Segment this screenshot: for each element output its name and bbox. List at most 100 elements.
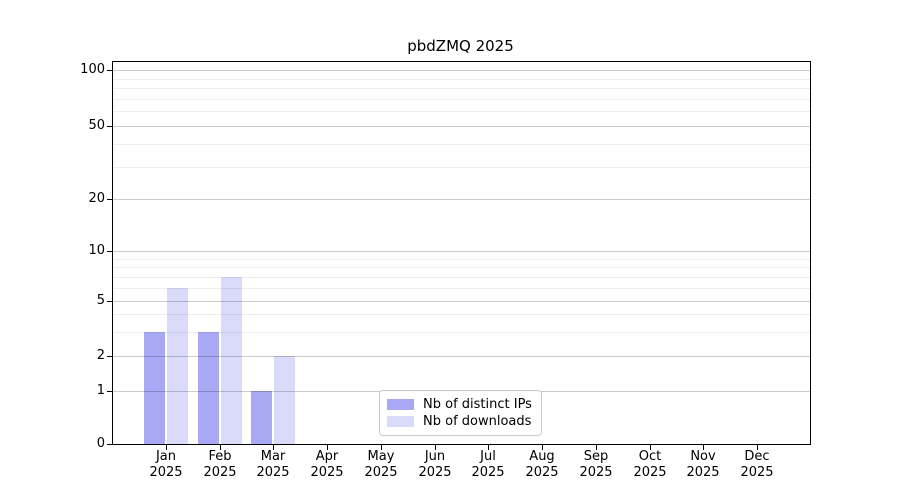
legend-item-downloads: Nb of downloads	[387, 414, 534, 430]
x-tick-label: Sep 2025	[564, 449, 628, 481]
legend-label-distinct-ips: Nb of distinct IPs	[423, 396, 532, 412]
x-tick-year: 2025	[525, 465, 559, 480]
x-tick-month: May	[367, 449, 395, 464]
y-tick-label: 10	[88, 243, 105, 258]
x-tick-mark	[757, 445, 758, 450]
gridline-major	[113, 70, 810, 71]
x-tick-year: 2025	[256, 465, 290, 480]
gridline-minor	[113, 79, 810, 80]
bar-distinct-ips-feb	[198, 332, 219, 444]
y-tick-label: 2	[96, 348, 105, 363]
x-tick-year: 2025	[740, 465, 774, 480]
x-tick-label: Aug 2025	[510, 449, 574, 481]
x-tick-month: Aug	[529, 449, 555, 464]
x-tick-month: Apr	[315, 449, 339, 464]
x-tick-mark	[327, 445, 328, 450]
x-tick-mark	[166, 445, 167, 450]
x-tick-mark	[703, 445, 704, 450]
gridline-minor	[113, 332, 810, 333]
x-tick-label: Jun 2025	[403, 449, 467, 481]
gridline-minor	[113, 314, 810, 315]
x-tick-month: Jul	[480, 449, 496, 464]
x-tick-month: Feb	[208, 449, 232, 464]
x-tick-month: Mar	[260, 449, 286, 464]
x-tick-year: 2025	[471, 465, 505, 480]
gridline-minor	[113, 111, 810, 112]
x-tick-year: 2025	[686, 465, 720, 480]
x-tick-mark	[650, 445, 651, 450]
chart-title: pbdZMQ 2025	[407, 37, 514, 55]
y-tick-label: 50	[88, 118, 105, 133]
bars-layer	[113, 62, 810, 444]
y-tick-label: 1	[96, 383, 105, 398]
x-tick-mark	[488, 445, 489, 450]
x-tick-mark	[596, 445, 597, 450]
y-tick-mark	[107, 391, 112, 392]
y-tick-label: 20	[88, 191, 105, 206]
gridline-major	[113, 301, 810, 302]
y-tick-mark	[107, 301, 112, 302]
gridline-minor	[113, 144, 810, 145]
x-tick-month: Dec	[744, 449, 770, 464]
legend: Nb of distinct IPs Nb of downloads	[379, 390, 542, 436]
legend-swatch-distinct-ips	[387, 399, 414, 410]
plot-area	[112, 61, 811, 445]
x-tick-label: Feb 2025	[188, 449, 252, 481]
gridline-major	[113, 356, 810, 357]
y-tick-mark	[107, 199, 112, 200]
x-tick-label: Apr 2025	[295, 449, 359, 481]
x-tick-label: Mar 2025	[241, 449, 305, 481]
x-tick-label: Nov 2025	[671, 449, 735, 481]
y-tick-mark	[107, 251, 112, 252]
x-tick-year: 2025	[149, 465, 183, 480]
bar-distinct-ips-mar	[251, 391, 272, 444]
y-tick-label: 5	[96, 293, 105, 308]
x-tick-mark	[220, 445, 221, 450]
x-tick-month: Oct	[638, 449, 662, 464]
y-tick-label: 0	[96, 436, 105, 451]
legend-swatch-downloads	[387, 416, 414, 427]
x-tick-mark	[435, 445, 436, 450]
x-tick-year: 2025	[418, 465, 452, 480]
x-tick-mark	[381, 445, 382, 450]
x-tick-label: Jan 2025	[134, 449, 198, 481]
x-tick-label: Oct 2025	[618, 449, 682, 481]
x-tick-label: May 2025	[349, 449, 413, 481]
x-tick-month: Sep	[583, 449, 609, 464]
x-tick-year: 2025	[364, 465, 398, 480]
bar-distinct-ips-jan	[144, 332, 165, 444]
legend-label-downloads: Nb of downloads	[423, 413, 532, 429]
gridlines-layer	[113, 62, 810, 444]
x-tick-month: Nov	[690, 449, 716, 464]
x-tick-label: Dec 2025	[725, 449, 789, 481]
y-tick-mark	[107, 70, 112, 71]
gridline-minor	[113, 288, 810, 289]
gridline-minor	[113, 259, 810, 260]
gridline-minor	[113, 167, 810, 168]
legend-item-distinct-ips: Nb of distinct IPs	[387, 397, 534, 413]
gridline-minor	[113, 267, 810, 268]
gridline-minor	[113, 88, 810, 89]
gridline-major	[113, 126, 810, 127]
y-tick-mark	[107, 126, 112, 127]
bar-downloads-jan	[167, 288, 188, 444]
x-tick-year: 2025	[579, 465, 613, 480]
x-tick-month: Jun	[424, 449, 446, 464]
x-tick-year: 2025	[310, 465, 344, 480]
x-tick-month: Jan	[155, 449, 177, 464]
x-tick-mark	[273, 445, 274, 450]
gridline-minor	[113, 277, 810, 278]
x-tick-year: 2025	[203, 465, 237, 480]
y-tick-mark	[107, 444, 112, 445]
gridline-major	[113, 251, 810, 252]
y-tick-label: 100	[80, 62, 105, 77]
bar-downloads-feb	[221, 277, 242, 444]
bar-downloads-mar	[274, 356, 295, 444]
gridline-major	[113, 199, 810, 200]
x-tick-year: 2025	[633, 465, 667, 480]
x-tick-mark	[542, 445, 543, 450]
x-tick-label: Jul 2025	[456, 449, 520, 481]
y-tick-mark	[107, 356, 112, 357]
gridline-minor	[113, 99, 810, 100]
